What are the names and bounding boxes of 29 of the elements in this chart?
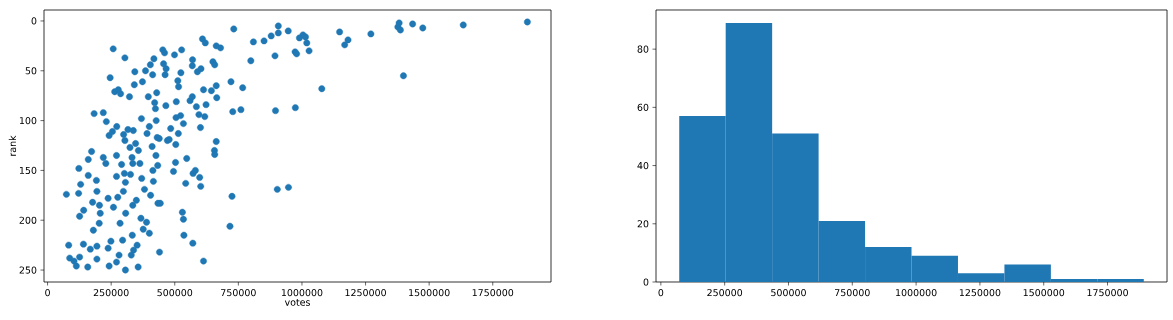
y-tick-label: 200 — [19, 216, 37, 224]
x-tick-label: 1250000 — [345, 289, 386, 297]
x-tick-label: 750000 — [221, 289, 256, 297]
x-tick-label: 250000 — [707, 289, 743, 297]
y-tick-label: 0 — [31, 17, 37, 25]
y-tick-label: 150 — [19, 166, 37, 174]
x-tick-label: 750000 — [835, 289, 870, 297]
x-tick-label: 1750000 — [1087, 289, 1128, 297]
x-tick-label: 1500000 — [1023, 289, 1065, 297]
x-axis-title: votes — [284, 299, 310, 306]
y-tick-label: 0 — [643, 278, 649, 286]
x-tick-label: 0 — [45, 289, 50, 297]
y-tick-label: 40 — [637, 161, 649, 170]
x-tick-label: 1000000 — [896, 289, 937, 297]
y-tick-label: 50 — [25, 67, 37, 75]
x-tick-label: 1750000 — [472, 289, 514, 297]
y-tick-label: 20 — [637, 220, 649, 228]
x-tick-label: 1250000 — [959, 289, 1001, 297]
x-tick-label: 0 — [658, 289, 664, 297]
x-tick-label: 1500000 — [409, 289, 450, 297]
x-tick-label: 250000 — [93, 289, 129, 297]
y-tick-label: 250 — [19, 266, 37, 274]
y-tick-label: 60 — [637, 103, 649, 111]
x-tick-label: 1000000 — [281, 289, 323, 297]
y-tick-label: 80 — [637, 45, 649, 53]
y-tick-label: 100 — [19, 117, 37, 125]
x-tick-label: 500000 — [157, 289, 193, 297]
x-tick-label: 500000 — [771, 289, 806, 297]
y-axis-title: rank — [8, 135, 17, 156]
